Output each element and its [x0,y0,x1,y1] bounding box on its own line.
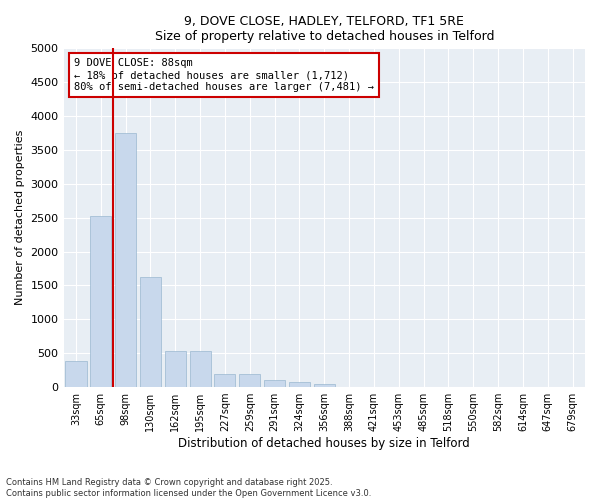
Bar [190,351,211,387]
Bar [239,374,260,387]
Title: 9, DOVE CLOSE, HADLEY, TELFORD, TF1 5RE
Size of property relative to detached ho: 9, DOVE CLOSE, HADLEY, TELFORD, TF1 5RE … [155,15,494,43]
Bar [90,216,112,387]
X-axis label: Distribution of detached houses by size in Telford: Distribution of detached houses by size … [178,437,470,450]
Bar [314,384,335,387]
Text: Contains HM Land Registry data © Crown copyright and database right 2025.
Contai: Contains HM Land Registry data © Crown c… [6,478,371,498]
Bar [264,380,285,387]
Bar [140,278,161,387]
Bar [289,382,310,387]
Y-axis label: Number of detached properties: Number of detached properties [15,130,25,306]
Bar [65,362,86,387]
Bar [115,133,136,387]
Bar [214,374,235,387]
Bar [165,351,186,387]
Text: 9 DOVE CLOSE: 88sqm
← 18% of detached houses are smaller (1,712)
80% of semi-det: 9 DOVE CLOSE: 88sqm ← 18% of detached ho… [74,58,374,92]
